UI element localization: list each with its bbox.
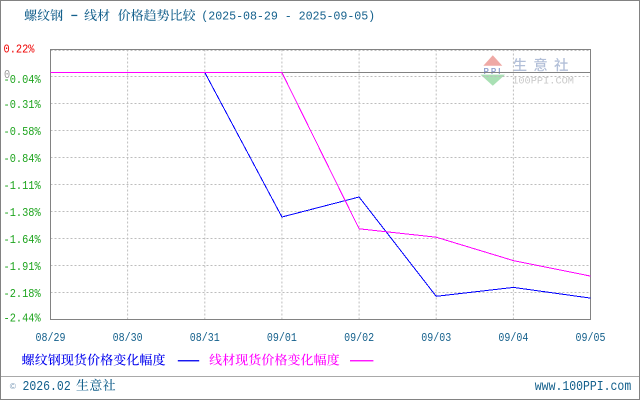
- svg-text:09/05: 09/05: [576, 332, 606, 345]
- svg-text:100PPI.COM: 100PPI.COM: [512, 76, 574, 88]
- svg-text:09/03: 09/03: [421, 332, 451, 345]
- svg-text:-0.84%: -0.84%: [4, 153, 41, 166]
- svg-text:-0.04%: -0.04%: [4, 74, 41, 87]
- svg-text:09/02: 09/02: [344, 332, 374, 345]
- svg-text:©: ©: [10, 381, 17, 391]
- svg-text:-0.31%: -0.31%: [4, 99, 41, 112]
- svg-text:0: 0: [4, 69, 10, 82]
- svg-text:08/29: 08/29: [36, 332, 66, 345]
- svg-text:www.100PPI.com: www.100PPI.com: [535, 378, 632, 394]
- svg-text:09/01: 09/01: [267, 332, 297, 345]
- svg-text:-2.18%: -2.18%: [4, 288, 41, 301]
- svg-text:0.22%: 0.22%: [4, 44, 35, 57]
- svg-text:09/04: 09/04: [498, 332, 528, 345]
- svg-text:2026.02: 2026.02: [23, 378, 71, 394]
- svg-text:-1.38%: -1.38%: [4, 207, 41, 220]
- svg-text:(2025-08-29 - 2025-09-05): (2025-08-29 - 2025-09-05): [201, 10, 375, 24]
- svg-text:-1.11%: -1.11%: [4, 180, 41, 193]
- svg-text:-2.44%: -2.44%: [4, 313, 41, 326]
- svg-text:-1.91%: -1.91%: [4, 261, 41, 274]
- svg-text:-0.58%: -0.58%: [4, 126, 41, 139]
- svg-text:08/30: 08/30: [113, 332, 143, 345]
- svg-text:PPI: PPI: [484, 67, 503, 76]
- svg-text:-1.64%: -1.64%: [4, 234, 41, 247]
- svg-text:08/31: 08/31: [190, 332, 220, 345]
